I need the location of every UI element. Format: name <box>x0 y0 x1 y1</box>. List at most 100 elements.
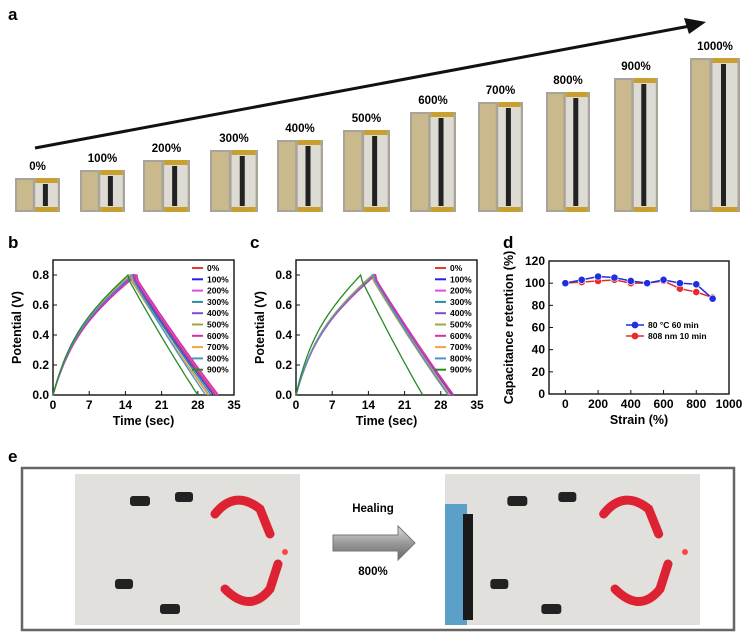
ruler <box>345 132 362 210</box>
y-tick-label: 0.0 <box>275 388 292 402</box>
y-tick-label: 0 <box>538 387 545 401</box>
plot-frame-b <box>52 259 235 396</box>
strain-label: 900% <box>621 61 650 73</box>
legend-label: 808 nm 10 min <box>648 331 707 341</box>
fiber-sample <box>372 136 378 206</box>
electrode <box>115 579 133 589</box>
series-line-300pct <box>295 273 450 396</box>
data-point <box>626 277 635 285</box>
panel-label-c: c <box>250 233 259 252</box>
x-axis-label: Time (sec) <box>356 414 418 428</box>
strain-label: 500% <box>352 113 381 125</box>
y-tick-label: 0.4 <box>32 328 49 342</box>
clamp-bottom <box>231 207 256 212</box>
x-tick-label: 0 <box>293 398 300 412</box>
series-line <box>565 279 713 299</box>
y-tick-label: 100 <box>525 276 545 290</box>
ruler <box>279 142 296 210</box>
clamp-bottom <box>498 207 521 212</box>
x-tick-label: 1000 <box>716 397 743 411</box>
clamp-bottom <box>565 207 588 212</box>
x-axis-label: Time (sec) <box>113 414 175 428</box>
series-line-800pct <box>52 273 207 396</box>
x-tick-label: 28 <box>191 398 205 412</box>
x-tick-label: 35 <box>470 398 484 412</box>
legend-label: 0% <box>450 263 463 273</box>
clamp-bottom <box>100 207 123 212</box>
legend-label: 300% <box>207 297 229 307</box>
strain-label: 700% <box>486 85 515 97</box>
data-point <box>659 275 668 284</box>
panel-label-b: b <box>8 233 18 252</box>
clamp-top <box>35 178 58 183</box>
x-tick-label: 7 <box>329 398 336 412</box>
y-tick-label: 0.6 <box>275 298 292 312</box>
panel-label-a: a <box>8 5 18 24</box>
series-line-600pct <box>52 273 220 396</box>
legend-label: 400% <box>450 308 472 318</box>
x-tick-label: 0 <box>50 398 57 412</box>
ruler <box>692 60 710 210</box>
y-tick-label: 0.2 <box>275 358 292 372</box>
y-tick-label: 0.6 <box>32 298 49 312</box>
electrode <box>490 579 509 589</box>
strain-arrow-line <box>34 24 691 150</box>
series-line-500pct <box>295 273 449 396</box>
fiber-sample <box>239 156 245 206</box>
data-point <box>692 288 701 296</box>
legend-label: 900% <box>450 365 472 375</box>
led <box>282 549 288 555</box>
data-point <box>692 280 701 289</box>
strain-label: 1000% <box>697 41 733 53</box>
fiber-sample <box>641 84 647 206</box>
legend-label: 700% <box>450 342 472 352</box>
clamp-bottom <box>430 207 454 212</box>
legend-label: 600% <box>450 331 472 341</box>
x-tick-label: 28 <box>434 398 448 412</box>
clamp-top <box>430 112 454 117</box>
led <box>682 549 688 555</box>
legend-label: 100% <box>450 274 472 284</box>
ruler <box>82 172 98 210</box>
glove <box>445 504 467 625</box>
ruler <box>212 152 229 210</box>
electrode <box>160 604 180 614</box>
electrode <box>507 496 528 506</box>
fiber-sample <box>107 176 113 206</box>
fiber-sample <box>505 108 511 206</box>
legend-marker <box>631 332 639 340</box>
data-point <box>610 273 619 282</box>
legend-marker <box>631 321 639 329</box>
legend-label: 500% <box>207 320 229 330</box>
alligator-clip <box>210 495 275 539</box>
strain-label: 800% <box>553 75 582 87</box>
clamp-bottom <box>712 207 738 212</box>
panel-label-d: d <box>503 233 513 252</box>
clamp-bottom <box>164 207 188 212</box>
strain-label: 0% <box>29 161 46 173</box>
legend-label: 900% <box>207 365 229 375</box>
clamp-bottom <box>633 207 656 212</box>
clamp-top <box>297 140 321 145</box>
x-tick-label: 14 <box>362 398 376 412</box>
x-tick-label: 35 <box>227 398 241 412</box>
healing-strain-label: 800% <box>358 566 387 578</box>
alligator-clip <box>610 559 673 606</box>
data-point <box>708 294 717 303</box>
y-tick-label: 120 <box>525 254 545 268</box>
y-tick-label: 40 <box>532 343 546 357</box>
x-tick-label: 400 <box>621 397 641 411</box>
strain-label: 600% <box>418 95 447 107</box>
strain-arrow-head <box>684 18 706 34</box>
clamp-top <box>364 130 388 135</box>
legend-label: 500% <box>450 320 472 330</box>
panel-label-e: e <box>8 447 17 466</box>
ruler <box>548 94 564 210</box>
x-tick-label: 600 <box>654 397 674 411</box>
clamp-top <box>498 102 521 107</box>
legend-label: 100% <box>207 274 229 284</box>
legend-label: 400% <box>207 308 229 318</box>
clamp-bottom <box>364 207 388 212</box>
